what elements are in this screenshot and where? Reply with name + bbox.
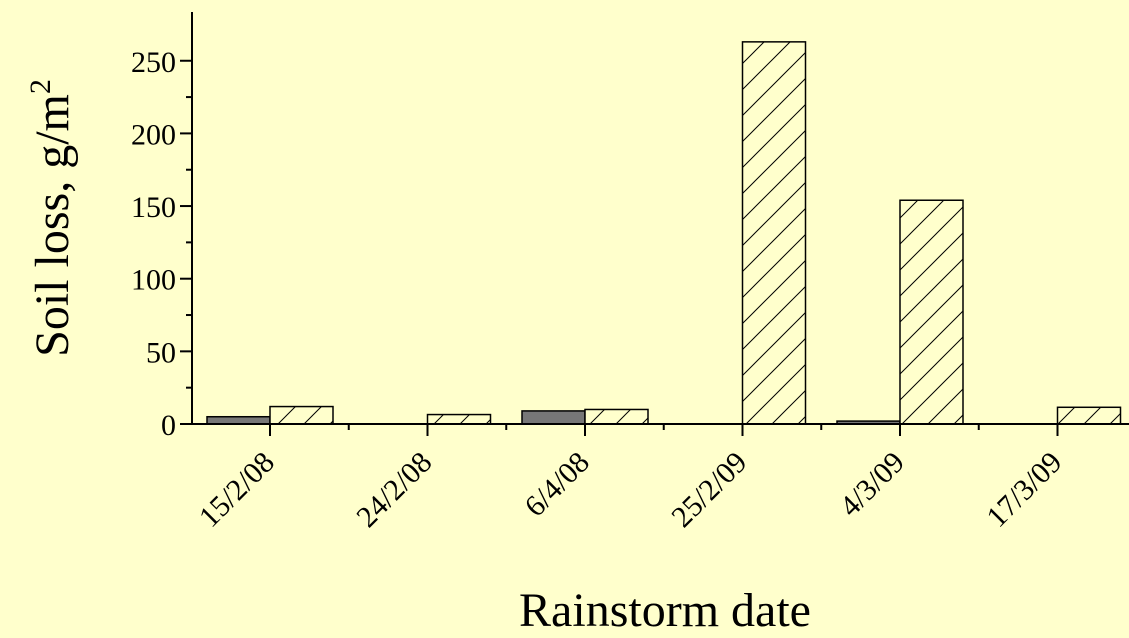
bar-series2 <box>899 199 964 425</box>
y-axis-title: Soil loss, g/m2 <box>24 79 79 357</box>
bars-group <box>206 41 1122 425</box>
y-tick-label: 50 <box>146 336 176 369</box>
y-tick-label: 200 <box>131 118 176 151</box>
bar-series2 <box>1056 406 1122 425</box>
y-tick-label: 0 <box>161 409 176 442</box>
bar-series2 <box>584 408 649 425</box>
x-tick-label: 6/4/08 <box>518 446 596 524</box>
bar-series2 <box>741 41 807 425</box>
y-tick-label: 150 <box>131 191 176 224</box>
y-ticks-group: 0 50 100 150 200 250 <box>131 46 192 442</box>
bar-series2 <box>269 405 334 425</box>
y-axis-title-main: Soil loss, g/m <box>26 94 79 357</box>
y-tick-label: 250 <box>131 46 176 79</box>
x-tick-label: 4/3/09 <box>833 446 911 524</box>
bar-series1 <box>206 415 271 425</box>
x-axis-title: Rainstorm date <box>519 584 811 637</box>
x-tick-label: 15/2/08 <box>193 446 281 534</box>
x-tick-label: 25/2/09 <box>665 446 753 534</box>
x-tick-label: 24/2/08 <box>350 446 438 534</box>
x-tick-label: 17/3/09 <box>980 446 1068 534</box>
bar-series1 <box>521 410 586 425</box>
y-tick-label: 100 <box>131 264 176 297</box>
x-ticks-group: 15/2/08 24/2/08 6/4/08 25/2/09 4/3/09 17/3/09 <box>193 424 1068 534</box>
bar-series2 <box>426 413 492 425</box>
y-axis-title-superscript: 2 <box>24 79 57 94</box>
